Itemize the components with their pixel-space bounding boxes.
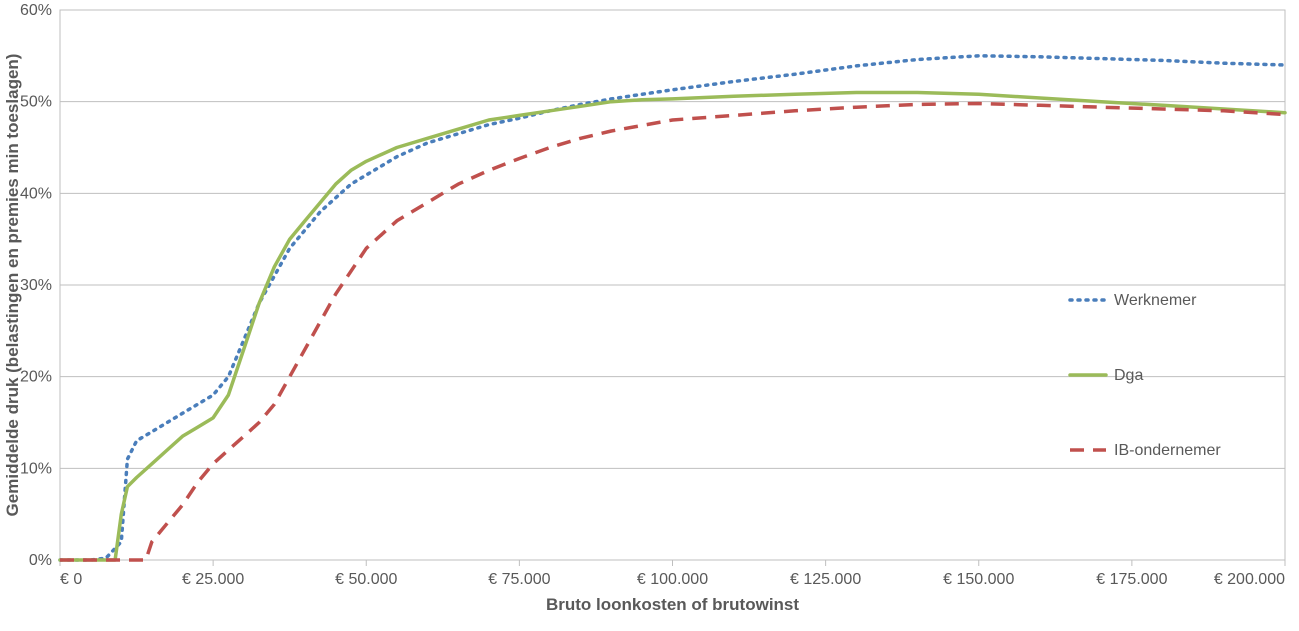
x-tick-label: € 50.000 bbox=[335, 571, 397, 588]
y-tick-label: 60% bbox=[20, 2, 52, 19]
x-tick-label: € 125.000 bbox=[790, 571, 861, 588]
x-tick-label: € 25.000 bbox=[182, 571, 244, 588]
legend-label: Dga bbox=[1114, 367, 1143, 384]
y-tick-label: 50% bbox=[20, 94, 52, 111]
x-tick-label: € 100.000 bbox=[637, 571, 708, 588]
tax-burden-chart: 0% 10% 20% 30% 40% 50% 60% € 0 € 25.000 € 50.000 €… bbox=[0, 0, 1299, 631]
series-line-werknemer bbox=[60, 56, 1285, 560]
x-tick-label: € 175.000 bbox=[1096, 571, 1167, 588]
x-tick-label: € 75.000 bbox=[488, 571, 550, 588]
series-line-ib-ondernemer bbox=[60, 104, 1285, 561]
y-tick-label: 30% bbox=[20, 277, 52, 294]
series-line-dga bbox=[60, 93, 1285, 561]
legend-label: IB-ondernemer bbox=[1114, 442, 1221, 459]
y-axis-title: Gemiddelde druk (belastingen en premies … bbox=[3, 54, 22, 517]
x-tick-label: € 0 bbox=[60, 571, 82, 588]
y-tick-label: 20% bbox=[20, 369, 52, 386]
y-tick-label: 0% bbox=[29, 552, 52, 569]
chart-svg: 0% 10% 20% 30% 40% 50% 60% € 0 € 25.000 € 50.000 €… bbox=[0, 0, 1299, 631]
x-tick-label: € 200.000 bbox=[1214, 571, 1285, 588]
y-tick-label: 40% bbox=[20, 185, 52, 202]
x-tick-label: € 150.000 bbox=[943, 571, 1014, 588]
x-axis-title: Bruto loonkosten of brutowinst bbox=[546, 595, 799, 614]
legend-label: Werknemer bbox=[1114, 292, 1197, 309]
y-tick-label: 10% bbox=[20, 460, 52, 477]
